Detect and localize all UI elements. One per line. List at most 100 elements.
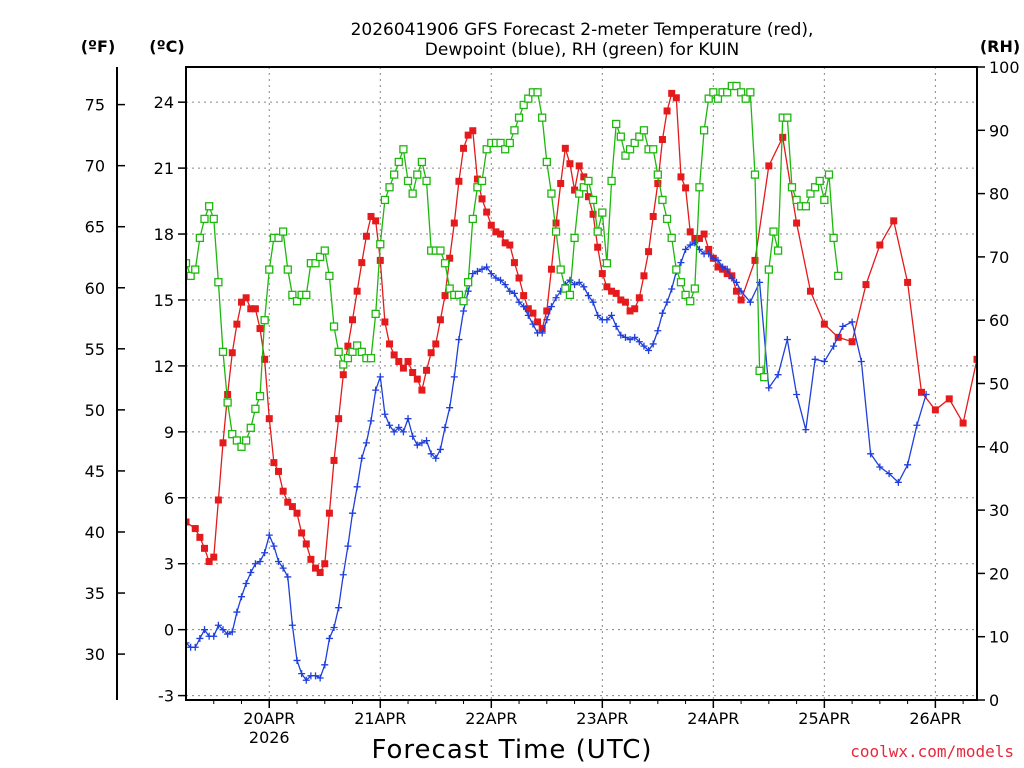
rh-marker	[186, 259, 191, 268]
dewpoint-marker	[686, 241, 694, 249]
temperature-marker	[399, 364, 407, 372]
dewpoint-marker	[275, 558, 283, 566]
rh-marker	[339, 360, 348, 369]
rh-marker	[602, 259, 612, 268]
rh-marker	[473, 183, 482, 192]
dewpoint-marker	[201, 626, 209, 634]
temperature-marker	[890, 217, 898, 225]
dewpoint-marker	[732, 278, 740, 286]
rh-marker	[232, 436, 242, 445]
dewpoint-marker	[228, 628, 236, 636]
dewpoint-marker	[256, 558, 264, 566]
rh-marker	[385, 183, 394, 192]
temperature-marker	[228, 349, 236, 357]
temperature-marker	[404, 358, 412, 366]
temperature-marker	[325, 509, 333, 517]
rh-marker	[413, 170, 422, 179]
dewpoint-marker	[358, 454, 366, 462]
dewpoint-marker	[566, 276, 574, 284]
temperature-marker	[649, 212, 657, 220]
dewpoint-marker	[427, 450, 435, 458]
temperature-marker	[705, 245, 713, 253]
rh-marker	[251, 404, 260, 413]
rh-marker	[496, 138, 505, 148]
dewpoint-marker	[325, 634, 333, 642]
rh-tick-label: 30	[989, 501, 1009, 520]
temperature-marker	[376, 256, 384, 264]
dewpoint-marker	[233, 608, 241, 616]
c-tick-label: 9	[164, 423, 174, 442]
temperature-marker	[279, 487, 287, 495]
rh-marker	[607, 176, 616, 186]
rh-marker	[278, 227, 288, 236]
temperature-marker	[645, 248, 653, 256]
dewpoint-marker	[460, 307, 468, 315]
dewpoint-marker	[746, 298, 754, 306]
temperature-marker	[473, 175, 481, 183]
dewpoint-marker	[413, 441, 421, 449]
rh-marker	[593, 227, 602, 236]
temperature-marker	[751, 256, 759, 264]
dewpoint-marker	[349, 509, 357, 517]
dewpoint-marker	[316, 674, 324, 682]
temperature-marker	[256, 325, 264, 333]
x-axis-title: Forecast Time (UTC)	[371, 735, 652, 765]
rh-marker	[690, 284, 699, 293]
temperature-marker	[973, 355, 977, 363]
dewpoint-marker	[649, 340, 657, 348]
dewpoint-marker	[288, 621, 296, 629]
dewpoint-marker	[584, 292, 592, 300]
rh-marker	[542, 157, 551, 167]
rh-marker	[667, 233, 676, 243]
temperature-marker	[598, 270, 606, 278]
temperature-marker	[432, 340, 440, 348]
rh-marker	[260, 316, 269, 325]
dewpoint-marker	[224, 630, 232, 638]
temperature-marker	[631, 305, 639, 313]
dewpoint-marker	[608, 311, 616, 319]
temperature-marker	[464, 131, 472, 139]
temperature-marker	[344, 342, 352, 350]
rh-marker	[616, 132, 625, 141]
temperature-marker	[663, 107, 671, 115]
rh-marker	[348, 347, 357, 357]
dewpoint-marker	[709, 254, 717, 262]
dewpoint-marker	[191, 643, 199, 651]
dewpoint-marker	[594, 311, 602, 319]
dewpoint-marker	[399, 428, 407, 436]
rh-marker	[403, 176, 413, 186]
rh-marker	[533, 88, 542, 97]
temperature-marker	[603, 283, 611, 291]
rh-marker	[834, 271, 843, 281]
rh-marker	[649, 145, 658, 154]
dewpoint-marker	[251, 560, 259, 568]
x-tick-label: 22APR	[465, 709, 517, 728]
dewpoint-marker	[335, 604, 343, 612]
dewpoint-marker	[839, 322, 847, 330]
rh-marker	[501, 145, 510, 154]
rh-tick-label: 50	[989, 375, 1009, 394]
rh-marker	[274, 233, 283, 243]
temperature-marker	[242, 294, 250, 302]
temperature-marker	[478, 195, 486, 203]
rh-marker	[315, 252, 325, 262]
temperature-marker	[635, 294, 643, 302]
temperature-marker	[307, 555, 315, 563]
temperature-marker	[460, 144, 468, 152]
x-tick-label: 20APR	[243, 709, 295, 728]
rh-tick-label: 80	[989, 185, 1009, 204]
dewpoint-marker	[654, 327, 662, 335]
temperature-marker	[862, 281, 870, 289]
dewpoint-marker	[339, 571, 347, 579]
temperature-marker	[945, 395, 953, 403]
rh-marker	[787, 183, 797, 192]
temperature-marker	[441, 292, 449, 300]
temperature-series	[186, 89, 977, 577]
dewpoint-marker	[506, 287, 514, 295]
unit-rh: (RH)	[980, 37, 1020, 56]
dewpoint-marker	[423, 437, 431, 445]
rh-marker	[769, 227, 778, 236]
dewpoint-marker	[279, 564, 287, 572]
temperature-marker	[686, 228, 694, 236]
rh-marker	[672, 265, 681, 274]
